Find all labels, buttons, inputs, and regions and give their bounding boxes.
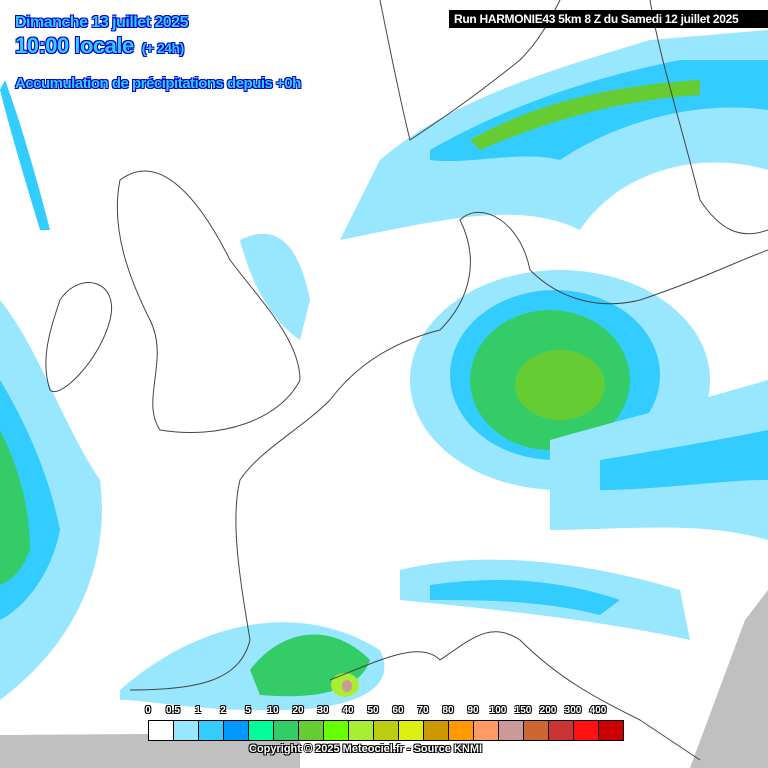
legend-label: 1 [195,705,201,716]
legend-swatch [149,721,174,740]
forecast-hour: 10:00 locale [15,33,134,58]
legend-label: 400 [589,705,607,716]
legend-swatch [499,721,524,740]
run-info: Run HARMONIE43 5km 8 Z du Samedi 12 juil… [449,10,768,28]
legend-swatch [374,721,399,740]
legend-label: 200 [539,705,557,716]
legend-swatch [474,721,499,740]
forecast-date: Dimanche 13 juillet 2025 [15,14,188,31]
legend-swatch [549,721,574,740]
legend-label: 70 [417,705,429,716]
legend-label: 20 [292,705,304,716]
legend-label: 0 [145,705,151,716]
legend-swatch [424,721,449,740]
legend-swatch [449,721,474,740]
precipitation-fields [0,30,768,711]
legend-label: 150 [514,705,532,716]
legend-swatch [274,721,299,740]
legend-swatch [249,721,274,740]
legend-swatch [349,721,374,740]
lead-time: (+ 24h) [141,40,185,56]
legend-swatch [174,721,199,740]
legend-swatch [524,721,549,740]
legend-label: 60 [392,705,404,716]
legend-swatch [324,721,349,740]
out-of-domain-area [0,733,300,768]
product-title: Accumulation de précipitations depuis +0… [15,75,301,92]
copyright: Copyright © 2025 Meteociel.fr - Source K… [249,743,483,755]
legend-swatch [574,721,599,740]
legend-label: 300 [564,705,582,716]
color-legend [148,720,624,741]
legend-swatch [599,721,623,740]
legend-label: 30 [317,705,329,716]
legend-label: 50 [367,705,379,716]
forecast-time: 10:00 locale (+ 24h) [15,33,184,59]
legend-swatch [199,721,224,740]
legend-swatch [399,721,424,740]
legend-swatch [299,721,324,740]
legend-label: 80 [442,705,454,716]
legend-label: 5 [245,705,251,716]
legend-swatch [224,721,249,740]
coastlines [45,0,768,761]
legend-label: 10 [267,705,279,716]
legend-label: 40 [342,705,354,716]
legend-label: 0.5 [166,705,180,716]
legend-label: 100 [489,705,507,716]
legend-labels: 0 0.5 1 2 5 10 20 30 40 50 60 70 80 90 100 150 200 300 400 [140,705,630,719]
out-of-domain-area [690,590,768,768]
legend-label: 2 [220,705,226,716]
legend-label: 90 [467,705,479,716]
